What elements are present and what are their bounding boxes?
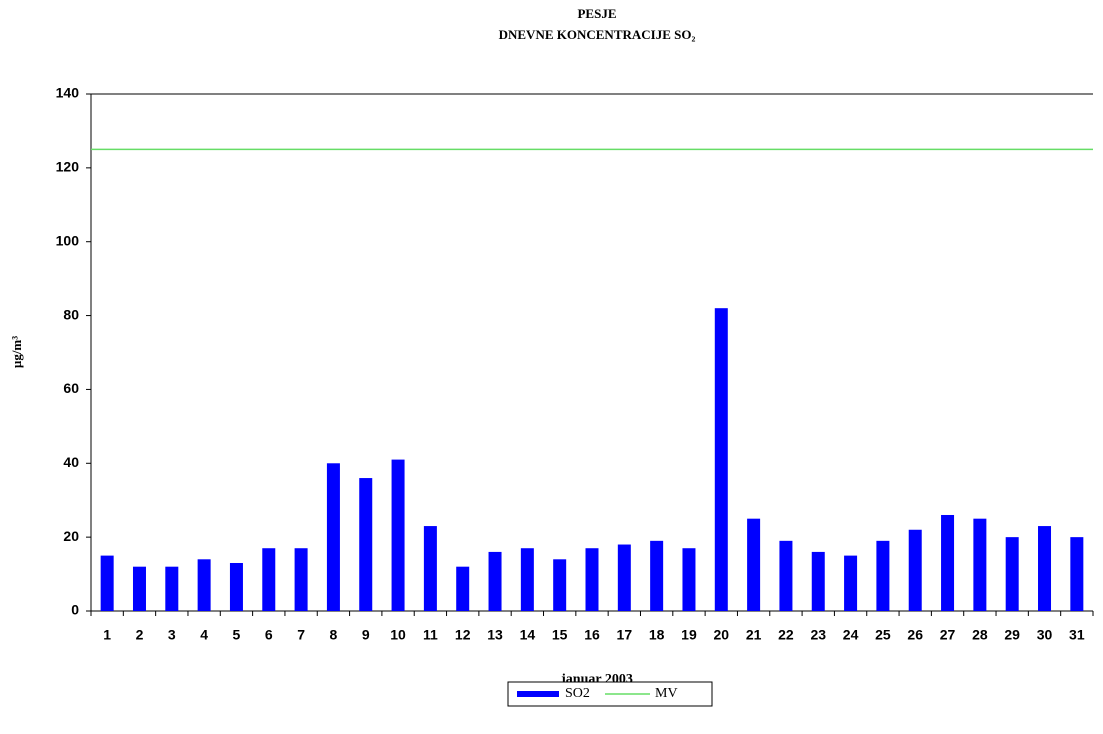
x-tick-label: 12 <box>455 627 471 643</box>
bar <box>1070 537 1084 611</box>
x-tick-label: 24 <box>843 627 859 643</box>
x-tick-label: 1 <box>103 627 111 643</box>
x-tick-label: 27 <box>940 627 956 643</box>
x-tick-label: 30 <box>1037 627 1053 643</box>
x-tick-label: 14 <box>520 627 536 643</box>
bar <box>326 463 340 611</box>
chart-subtitle: DNEVNE KONCENTRACIJE SO₂ <box>499 27 696 42</box>
y-tick-label: 20 <box>63 528 79 544</box>
x-tick-label: 5 <box>233 627 241 643</box>
bar <box>132 566 146 611</box>
bar <box>520 548 534 611</box>
bar <box>165 566 179 611</box>
x-tick-label: 19 <box>681 627 697 643</box>
bar <box>585 548 599 611</box>
legend-label: MV <box>655 686 678 701</box>
y-tick-label: 40 <box>63 454 79 470</box>
legend-swatch <box>517 691 559 697</box>
x-tick-label: 28 <box>972 627 988 643</box>
x-tick-label: 31 <box>1069 627 1085 643</box>
x-tick-label: 4 <box>200 627 208 643</box>
bar <box>197 559 211 611</box>
bar <box>229 562 243 611</box>
bar <box>973 518 987 611</box>
legend-label: SO2 <box>565 686 590 701</box>
x-tick-label: 11 <box>423 627 438 643</box>
bar <box>391 459 405 611</box>
bar <box>294 548 308 611</box>
x-tick-label: 16 <box>584 627 600 643</box>
y-tick-label: 60 <box>63 380 79 396</box>
x-tick-label: 10 <box>390 627 406 643</box>
x-tick-label: 9 <box>362 627 370 643</box>
x-tick-label: 8 <box>330 627 338 643</box>
bar <box>553 559 567 611</box>
bar <box>423 526 437 611</box>
y-tick-label: 0 <box>71 602 79 618</box>
x-tick-label: 22 <box>778 627 794 643</box>
x-tick-label: 3 <box>168 627 176 643</box>
bar <box>488 551 502 611</box>
x-tick-label: 23 <box>810 627 826 643</box>
x-tick-label: 6 <box>265 627 273 643</box>
x-tick-label: 13 <box>487 627 503 643</box>
bar <box>747 518 761 611</box>
x-tick-label: 18 <box>649 627 665 643</box>
y-tick-label: 100 <box>56 232 80 248</box>
x-tick-label: 15 <box>552 627 568 643</box>
bar <box>714 308 728 611</box>
x-tick-label: 17 <box>617 627 633 643</box>
x-tick-label: 20 <box>714 627 730 643</box>
bar <box>262 548 276 611</box>
y-tick-label: 120 <box>56 159 80 175</box>
bar <box>456 566 470 611</box>
bar <box>779 540 793 611</box>
bar <box>811 551 825 611</box>
y-tick-label: 140 <box>56 85 80 101</box>
bar <box>908 529 922 611</box>
bar <box>650 540 664 611</box>
x-tick-label: 2 <box>136 627 144 643</box>
chart-title: PESJE <box>577 6 616 21</box>
x-tick-label: 29 <box>1004 627 1020 643</box>
bar <box>359 478 373 611</box>
bar <box>941 514 955 611</box>
bar <box>617 544 631 611</box>
bar <box>682 548 696 611</box>
y-tick-label: 80 <box>63 306 79 322</box>
x-tick-label: 26 <box>907 627 923 643</box>
bar <box>1038 526 1052 611</box>
x-tick-label: 25 <box>875 627 891 643</box>
bar <box>844 555 858 611</box>
x-tick-label: 21 <box>746 627 762 643</box>
bar <box>876 540 890 611</box>
y-axis-label: µg/m³ <box>9 336 24 368</box>
bar <box>100 555 114 611</box>
bar <box>1005 537 1019 611</box>
x-tick-label: 7 <box>297 627 305 643</box>
